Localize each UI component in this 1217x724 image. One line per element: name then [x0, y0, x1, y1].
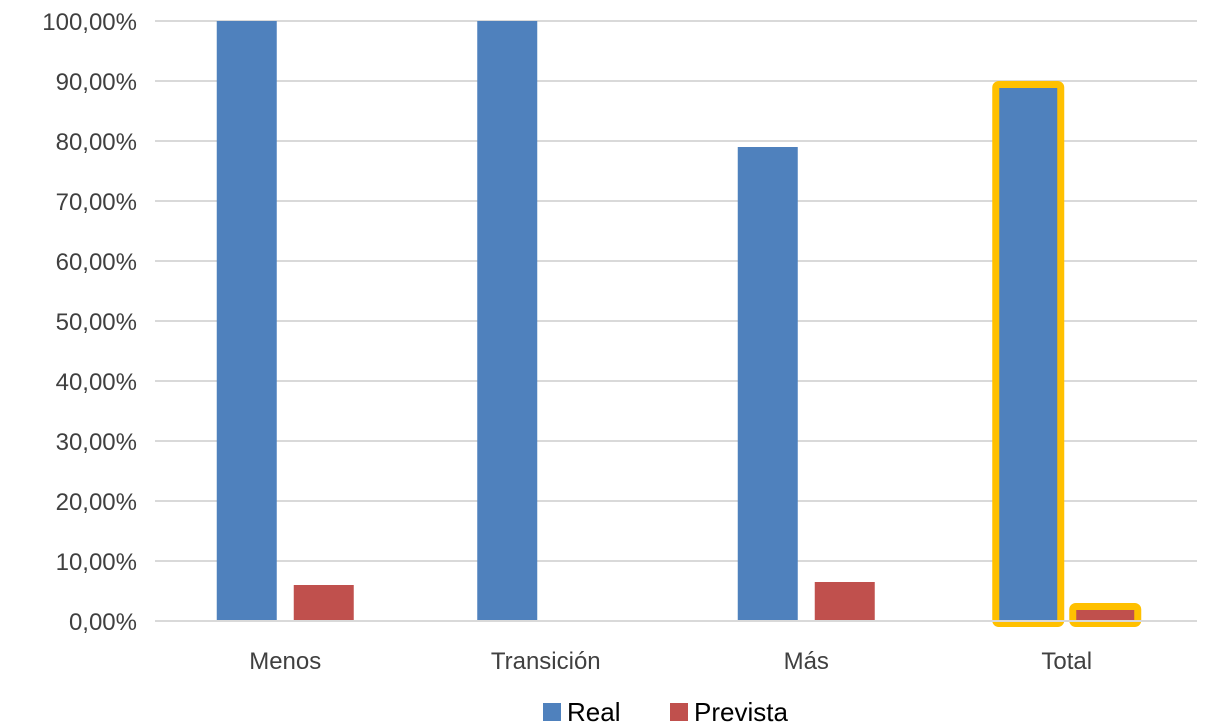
y-axis-ticks: 0,00% 10,00% 20,00% 30,00% 40,00% 50,00% 60,00… — [42, 9, 137, 636]
bar-prevista-menos — [293, 585, 354, 621]
x-tick-label: Menos — [249, 648, 321, 675]
legend-label-real: Real — [567, 697, 620, 724]
legend-swatch-real — [543, 703, 561, 721]
x-tick-label: Transición — [491, 648, 601, 675]
gridlines — [155, 20, 1197, 562]
y-tick-label: 70,00% — [56, 189, 137, 216]
y-tick-label: 100,00% — [42, 9, 137, 36]
highlight-boxes — [992, 81, 1142, 627]
legend-swatch-prevista — [670, 703, 688, 721]
bar-real-total — [998, 87, 1059, 621]
y-tick-label: 80,00% — [56, 129, 137, 156]
y-tick-label: 0,00% — [69, 609, 137, 636]
bars — [216, 21, 1136, 621]
x-tick-label: Más — [784, 648, 829, 675]
legend-label-prevista: Prevista — [694, 697, 788, 724]
highlight-box — [1069, 603, 1142, 627]
y-tick-label: 40,00% — [56, 369, 137, 396]
bar-prevista-total — [1075, 609, 1136, 621]
y-tick-label: 50,00% — [56, 309, 137, 336]
y-tick-label: 10,00% — [56, 549, 137, 576]
x-axis-ticks: Menos Transición Más Total — [249, 648, 1092, 675]
y-tick-label: 30,00% — [56, 429, 137, 456]
bar-real-más — [737, 147, 798, 621]
y-tick-label: 90,00% — [56, 69, 137, 96]
y-tick-label: 60,00% — [56, 249, 137, 276]
bar-prevista-más — [814, 582, 875, 621]
y-tick-label: 20,00% — [56, 489, 137, 516]
bar-real-transición — [477, 21, 538, 621]
bar-real-menos — [216, 21, 277, 621]
highlight-box — [992, 81, 1065, 627]
legend: Real Prevista — [543, 697, 788, 724]
x-tick-label: Total — [1041, 648, 1092, 675]
